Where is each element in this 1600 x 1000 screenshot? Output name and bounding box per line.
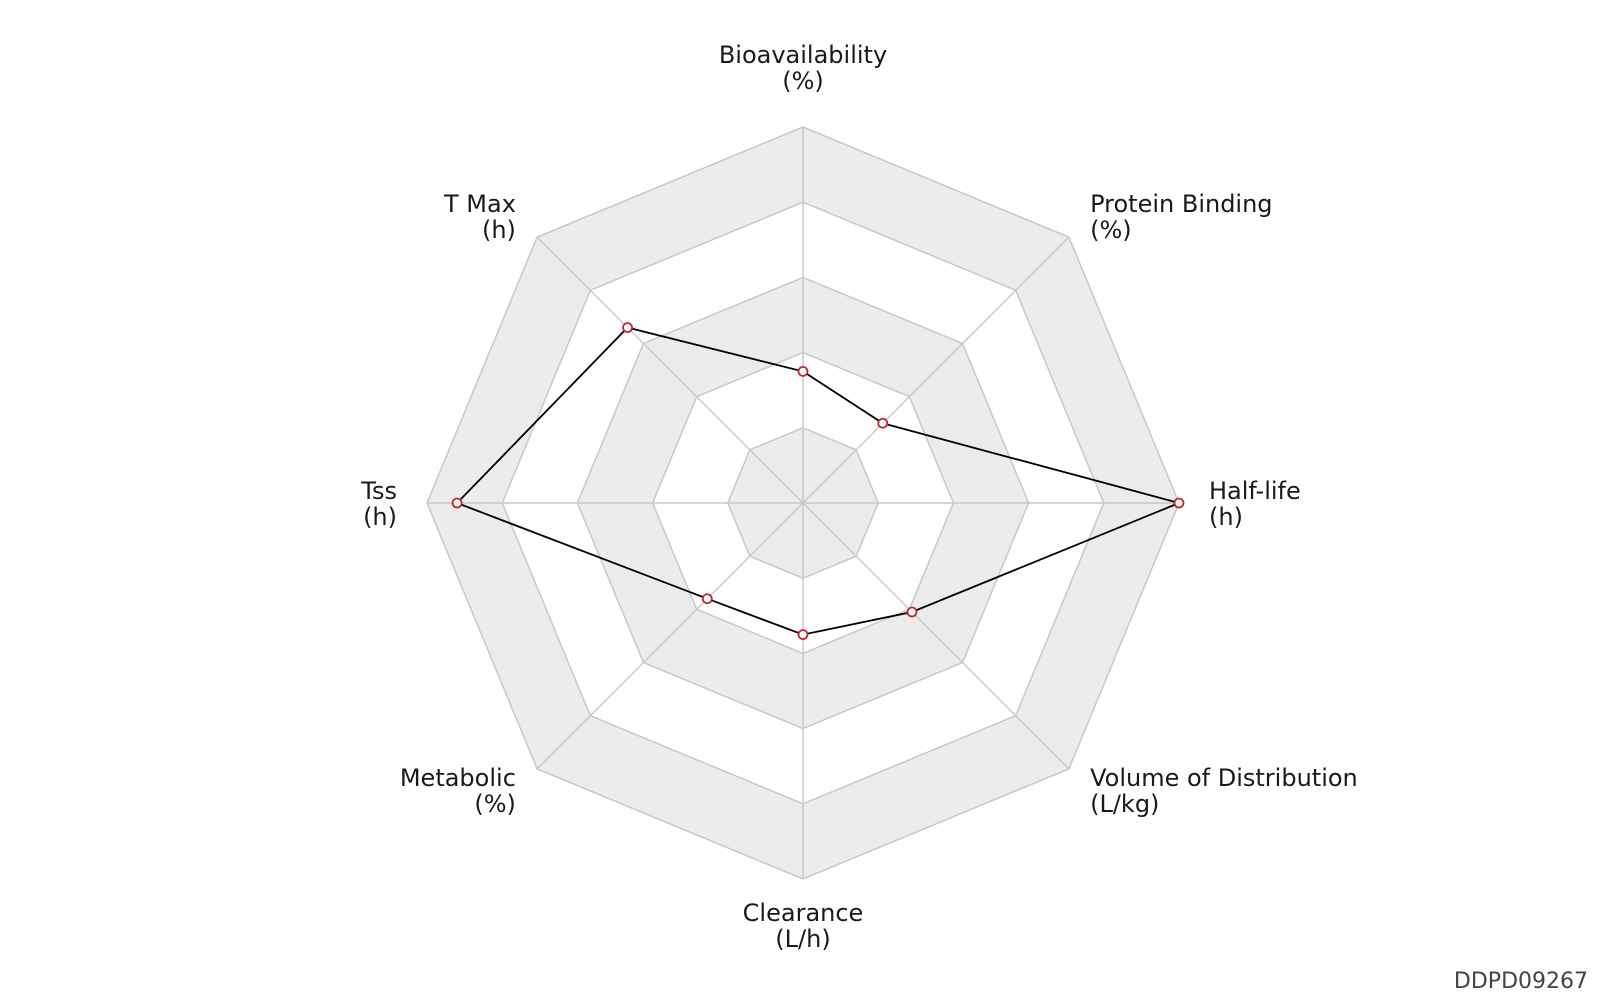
axis-spokes [427, 127, 1179, 879]
axis-spoke-5 [536, 502, 804, 770]
data-point-1 [877, 417, 889, 429]
axis-label-unit: (L/kg) [1090, 790, 1159, 818]
axis-labels: Bioavailability (%)Protein Binding (%)Half… [360, 41, 1357, 953]
axis-label-name: Volume of Distribution [1090, 764, 1358, 792]
axis-spoke-3 [802, 502, 1070, 770]
axis-label-name: Tss [360, 477, 397, 505]
data-point-7 [622, 322, 633, 333]
axis-label-unit: (%) [782, 67, 824, 95]
axis-label-unit: (%) [1090, 216, 1132, 244]
axis-label-5: Metabolic (%) [400, 764, 516, 818]
axis-label-name: Metabolic [400, 764, 516, 792]
axis-label-unit: (h) [1209, 503, 1243, 531]
data-point-6 [451, 497, 463, 509]
axis-label-6: Tss (h) [360, 477, 397, 531]
data-series [451, 322, 1185, 640]
axis-label-2: Half-life (h) [1209, 477, 1301, 531]
axis-label-3: Volume of Distribution (L/kg) [1090, 764, 1358, 818]
axis-label-name: Protein Binding [1090, 190, 1272, 218]
data-point-5 [701, 593, 713, 605]
axis-spoke-1 [802, 236, 1070, 504]
axis-label-name: T Max [443, 190, 516, 218]
axis-label-unit: (%) [474, 790, 516, 818]
data-point-4 [797, 629, 809, 640]
axis-spoke-7 [536, 236, 804, 504]
axis-label-7: T Max (h) [443, 190, 516, 244]
axis-label-0: Bioavailability (%) [719, 41, 887, 95]
axis-label-unit: (h) [482, 216, 516, 244]
axis-label-name: Bioavailability [719, 41, 887, 69]
watermark-id: DDPD09267 [1454, 969, 1588, 994]
axis-label-unit: (L/h) [775, 925, 830, 953]
axis-label-name: Half-life [1209, 477, 1301, 505]
data-point-2 [1173, 497, 1185, 509]
data-point-3 [906, 606, 918, 618]
axis-label-4: Clearance (L/h) [743, 899, 864, 953]
axis-label-unit: (h) [363, 503, 397, 531]
data-point-0 [797, 365, 809, 377]
axis-label-name: Clearance [743, 899, 864, 927]
axis-label-1: Protein Binding (%) [1090, 190, 1272, 244]
